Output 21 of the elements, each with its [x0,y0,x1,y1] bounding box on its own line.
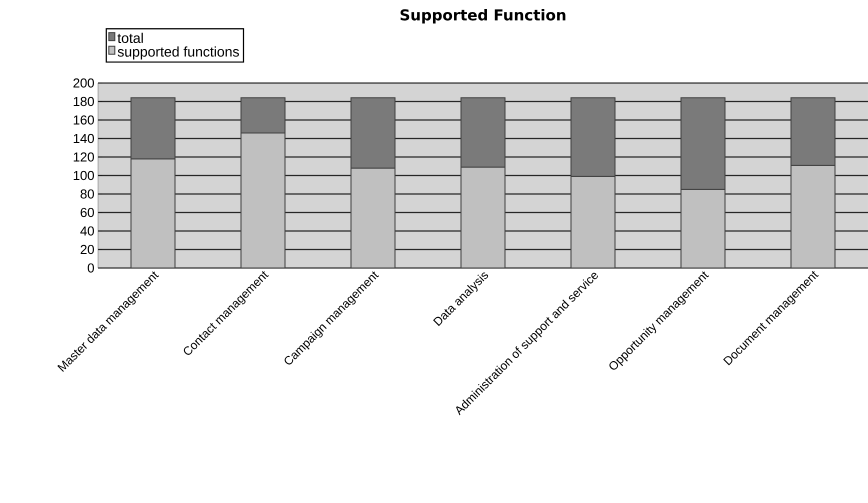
bar [790,164,836,268]
y-tick-label: 20 [80,244,94,254]
bar [130,158,176,268]
legend-label: total [118,32,143,44]
bar [240,132,286,268]
legend-label: supported functions [118,46,239,60]
bar [460,166,506,268]
bar [570,176,616,268]
y-tick-label: 180 [74,96,94,106]
chart-title: Supported Function [400,8,566,24]
y-tick-label: 40 [80,226,94,236]
bar [680,188,726,268]
y-tick-label: 200 [73,78,94,88]
y-tick-label: 120 [74,152,94,162]
y-tick-label: 80 [80,189,94,199]
y-tick-label: 140 [74,134,94,144]
y-tick-label: 60 [80,208,94,218]
y-tick-label: 160 [74,115,94,125]
bar [350,168,396,268]
y-tick-label: 100 [74,170,94,180]
y-tick-label: 0 [88,263,94,273]
